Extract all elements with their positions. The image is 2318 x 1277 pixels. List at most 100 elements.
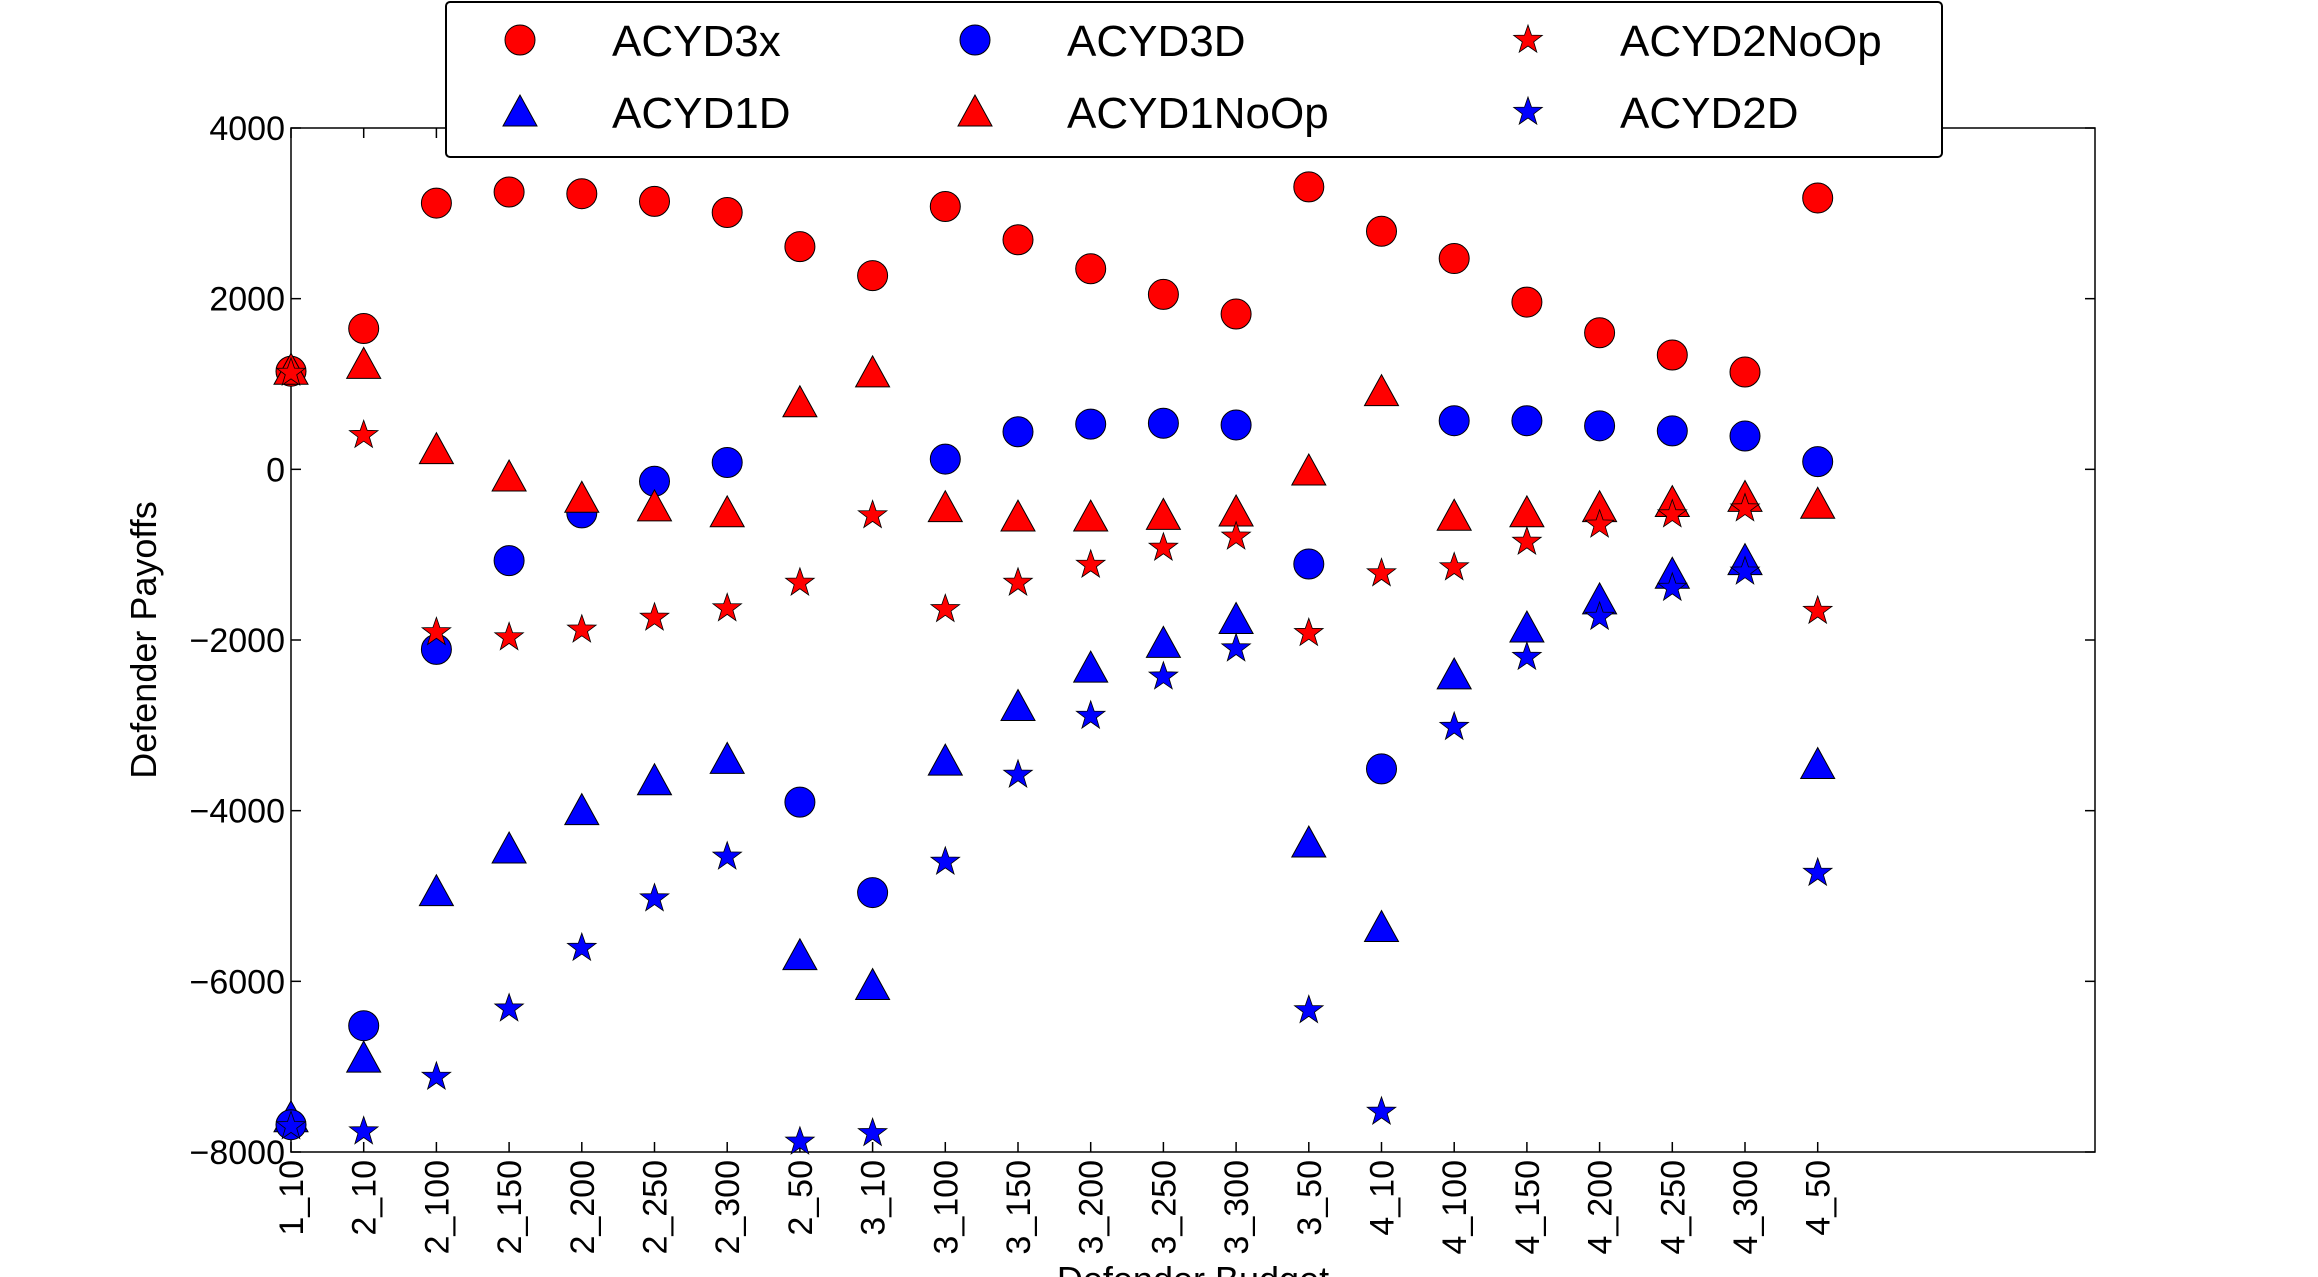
data-point xyxy=(857,260,889,292)
data-point xyxy=(1802,856,1834,887)
y-tick-label: −4000 xyxy=(190,793,286,831)
data-point xyxy=(1000,688,1036,721)
x-tick-label: 2_100 xyxy=(418,1160,456,1255)
data-point xyxy=(636,488,673,522)
data-point xyxy=(1145,625,1182,658)
x-tick-label: 3_250 xyxy=(1145,1160,1183,1255)
data-point xyxy=(711,196,743,228)
data-point xyxy=(927,743,964,776)
data-point xyxy=(420,616,452,646)
data-point xyxy=(1002,416,1034,448)
data-point xyxy=(1220,520,1252,550)
data-point xyxy=(1802,182,1834,214)
y-tick-label: 2000 xyxy=(209,281,285,319)
data-point xyxy=(418,431,455,465)
data-point xyxy=(927,489,964,523)
data-point xyxy=(493,545,525,577)
x-tick-label: 4_10 xyxy=(1364,1160,1402,1236)
data-point xyxy=(1511,405,1543,437)
data-point xyxy=(784,786,816,818)
legend-item: ACYD2D xyxy=(1512,89,1799,138)
data-point xyxy=(1072,499,1109,532)
x-tick-label: 2_10 xyxy=(346,1160,384,1236)
x-tick-label: 2_250 xyxy=(637,1160,675,1255)
data-point xyxy=(1656,498,1688,528)
x-tick-label: 4_300 xyxy=(1727,1160,1765,1255)
x-tick-label: 3_300 xyxy=(1218,1160,1256,1255)
plot-area xyxy=(290,127,2096,1153)
legend-item: ACYD3x xyxy=(504,17,781,66)
series-ACYD1NoOp xyxy=(273,346,1836,532)
y-tick-label: −8000 xyxy=(190,1134,286,1172)
data-point xyxy=(711,447,743,479)
data-point xyxy=(345,346,382,379)
y-tick-label: −6000 xyxy=(190,963,286,1001)
data-point xyxy=(782,937,818,971)
data-point xyxy=(1363,909,1400,943)
data-point xyxy=(275,1110,307,1140)
data-point xyxy=(1075,699,1107,730)
legend-marker xyxy=(502,93,538,127)
legend: ACYD3x ACYD1D ACYD3D ACYD1NoOp ACYD2NoOp ACYD… xyxy=(445,1,1943,158)
legend-label: ACYD3x xyxy=(612,17,781,66)
data-point xyxy=(493,992,525,1022)
data-point xyxy=(1147,660,1179,690)
x-tick-label: 2_50 xyxy=(782,1160,820,1236)
legend-label: ACYD2NoOp xyxy=(1620,17,1882,66)
x-tick-label: 4_50 xyxy=(1800,1160,1838,1236)
x-axis: 1_10 2_10 2_100 2_150 2_200 2_250 2_300 2_50 3_1… xyxy=(273,128,1838,1255)
data-point xyxy=(345,1040,382,1073)
data-point xyxy=(711,592,743,622)
data-point xyxy=(1511,286,1543,318)
y-tick-label: 0 xyxy=(266,451,285,489)
data-point xyxy=(1438,710,1470,741)
data-point xyxy=(784,1125,816,1155)
legend-item: ACYD2NoOp xyxy=(1512,17,1882,66)
data-point xyxy=(1290,453,1327,486)
data-point xyxy=(1729,356,1761,388)
data-point xyxy=(1002,224,1034,256)
data-point xyxy=(491,831,527,864)
data-point xyxy=(711,840,743,870)
data-point xyxy=(566,613,598,643)
data-point xyxy=(857,877,889,909)
data-point xyxy=(1729,555,1761,585)
data-point xyxy=(709,494,746,528)
x-tick-label: 4_150 xyxy=(1509,1160,1547,1255)
data-point xyxy=(563,480,600,513)
data-point xyxy=(566,931,598,962)
data-point xyxy=(493,621,525,651)
data-point xyxy=(1072,650,1109,683)
data-point xyxy=(1656,415,1688,447)
data-point xyxy=(1366,215,1397,247)
legend-marker xyxy=(957,93,993,127)
data-point xyxy=(1438,243,1470,275)
data-point xyxy=(1147,407,1179,439)
data-point xyxy=(929,593,961,623)
data-point xyxy=(709,741,746,774)
data-point xyxy=(1220,298,1252,330)
data-point xyxy=(857,499,889,529)
data-point xyxy=(1438,551,1470,581)
legend-label: ACYD2D xyxy=(1620,89,1799,138)
data-point xyxy=(1002,758,1034,788)
data-point xyxy=(566,178,598,210)
data-point xyxy=(1799,746,1836,780)
data-point xyxy=(1729,492,1761,522)
legend-item: ACYD1NoOp xyxy=(957,89,1329,138)
y-axis: 4000 2000 0 −2000 −4000 −6000 −8000 xyxy=(190,110,2095,1172)
x-tick-label: 2_300 xyxy=(709,1160,747,1255)
data-point xyxy=(1293,616,1325,647)
data-point xyxy=(491,458,527,492)
x-tick-label: 3_100 xyxy=(927,1160,965,1255)
x-tick-label: 2_200 xyxy=(564,1160,602,1255)
y-axis-title: Defender Payoffs xyxy=(123,501,164,779)
x-tick-label: 4_250 xyxy=(1654,1160,1692,1255)
data-points xyxy=(273,171,1836,1155)
x-axis-title: Defender Budget xyxy=(1057,1259,1329,1277)
data-point xyxy=(1511,525,1543,555)
data-point xyxy=(639,185,670,217)
x-tick-label: 4_100 xyxy=(1436,1160,1474,1255)
legend-label: ACYD1NoOp xyxy=(1067,89,1329,138)
data-point xyxy=(1802,446,1834,478)
